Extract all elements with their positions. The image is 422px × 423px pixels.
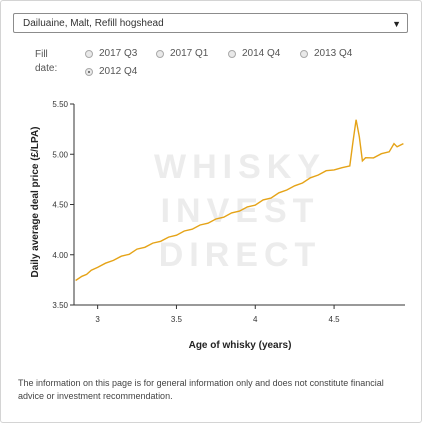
radio-label: 2014 Q4 bbox=[242, 48, 281, 59]
radio-label: 2012 Q4 bbox=[99, 66, 138, 77]
axes bbox=[70, 103, 405, 309]
radio-dot-icon[interactable] bbox=[85, 50, 93, 58]
watermark-line-3: DIRECT bbox=[159, 236, 322, 274]
radio-dot-icon[interactable] bbox=[156, 50, 164, 58]
radio-dot-selected-icon[interactable] bbox=[85, 68, 93, 76]
radio-2017-q1[interactable]: 2017 Q1 bbox=[156, 47, 208, 61]
y-tick-label: 4.00 bbox=[52, 251, 68, 260]
radio-label: 2017 Q3 bbox=[99, 48, 138, 59]
x-tick-label: 4 bbox=[253, 315, 258, 324]
y-tick-label: 3.50 bbox=[52, 301, 68, 310]
x-axis-label: Age of whisky (years) bbox=[189, 340, 292, 351]
fill-date-label-line2: date: bbox=[35, 63, 58, 74]
x-tick-label: 3.5 bbox=[171, 315, 183, 324]
radio-dot-icon[interactable] bbox=[228, 50, 236, 58]
radio-2017-q3[interactable]: 2017 Q3 bbox=[85, 47, 137, 61]
y-axis-label: Daily average deal price (£/LPA) bbox=[30, 127, 41, 278]
radio-label: 2013 Q4 bbox=[314, 48, 353, 59]
y-tick-label: 5.00 bbox=[52, 150, 68, 159]
watermark: WHISKY INVEST DIRECT bbox=[154, 148, 326, 274]
x-tick-label: 4.5 bbox=[329, 315, 341, 324]
x-tick-label: 3 bbox=[95, 315, 100, 324]
y-tick-label: 4.50 bbox=[52, 201, 68, 210]
disclaimer-text: The information on this page is for gene… bbox=[18, 378, 384, 401]
radio-dot-icon[interactable] bbox=[300, 50, 308, 58]
radio-2014-q4[interactable]: 2014 Q4 bbox=[228, 47, 280, 61]
whisky-select[interactable]: Dailuaine, Malt, Refill hogshead ▼ bbox=[13, 13, 408, 33]
radio-2012-q4[interactable]: 2012 Q4 bbox=[85, 65, 137, 79]
whisky-select-value: Dailuaine, Malt, Refill hogshead bbox=[23, 18, 164, 29]
tick-labels: 3.50 4.00 4.50 5.00 5.50 3 3.5 4 4.5 bbox=[52, 100, 340, 324]
fill-date-label: Fill date: bbox=[35, 48, 71, 76]
y-tick-label: 5.50 bbox=[52, 100, 68, 109]
radio-label: 2017 Q1 bbox=[170, 48, 209, 59]
radio-2013-q4[interactable]: 2013 Q4 bbox=[300, 47, 352, 61]
price-series-line bbox=[75, 119, 404, 282]
dropdown-arrow-icon[interactable]: ▼ bbox=[392, 19, 401, 29]
fill-date-label-line1: Fill bbox=[35, 49, 48, 60]
watermark-line-1: WHISKY bbox=[154, 148, 326, 186]
